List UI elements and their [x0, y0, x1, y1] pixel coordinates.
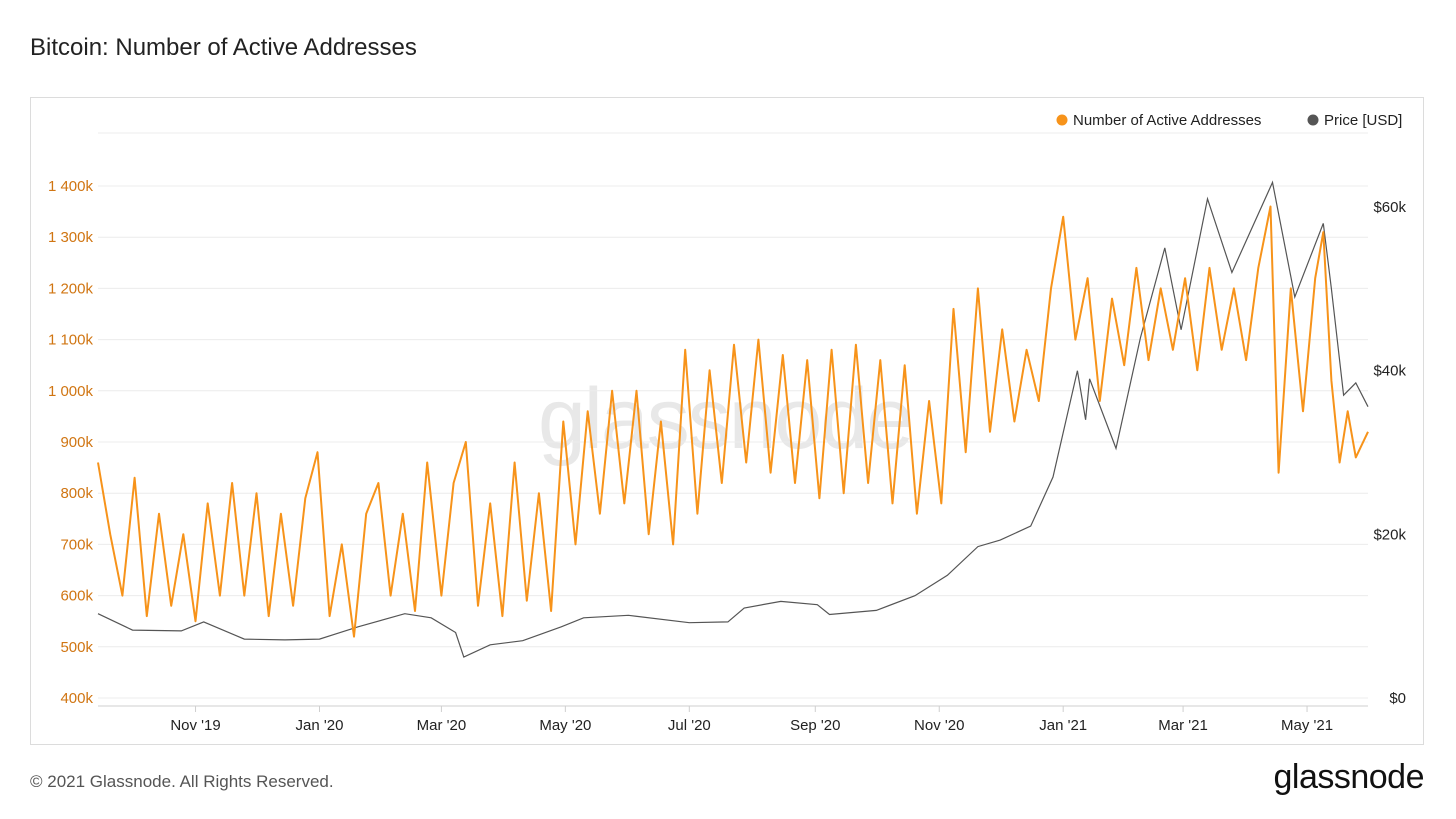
- y-left-tick-label: 1 300k: [48, 229, 94, 246]
- legend-item-price-marker: [1307, 114, 1319, 126]
- right-axis: $0 $20k $40k $60k: [1373, 199, 1406, 707]
- x-tick-label: Nov '20: [914, 717, 964, 734]
- y-left-tick-label: 1 400k: [48, 178, 94, 195]
- y-left-tick-label: 600k: [60, 588, 93, 605]
- left-axis: 400k 500k 600k 700k 800k 900k 1 000k 1 100k 1 20…: [48, 178, 94, 707]
- x-tick-label: Nov '19: [170, 717, 220, 734]
- page-title: Bitcoin: Number of Active Addresses: [30, 34, 417, 61]
- price-series: [97, 180, 1369, 658]
- price-line: [97, 180, 1369, 658]
- y-left-tick-label: 1 100k: [48, 332, 94, 349]
- x-tick-label: May '20: [539, 717, 591, 734]
- y-left-tick-label: 1 000k: [48, 383, 94, 400]
- legend-item-price-label[interactable]: Price [USD]: [1324, 112, 1402, 129]
- active-addresses-series: [97, 205, 1369, 638]
- legend-item-active-addresses-marker: [1056, 114, 1068, 126]
- y-left-tick-label: 900k: [60, 434, 93, 451]
- x-tick-label: Jan '21: [1039, 717, 1087, 734]
- y-left-tick-label: 400k: [60, 690, 93, 707]
- x-axis: Nov '19 Jan '20 Mar '20 May '20 Jul '20 Sep '…: [170, 706, 1333, 734]
- x-tick-label: Mar '21: [1158, 717, 1208, 734]
- y-left-tick-label: 700k: [60, 536, 93, 553]
- y-right-tick-label: $60k: [1373, 199, 1406, 216]
- gridlines: [98, 132, 1368, 707]
- copyright-footer: © 2021 Glassnode. All Rights Reserved.: [30, 772, 334, 791]
- x-tick-label: Mar '20: [417, 717, 467, 734]
- y-left-tick-label: 800k: [60, 485, 93, 502]
- x-tick-label: Jan '20: [296, 717, 344, 734]
- legend-item-active-addresses-label[interactable]: Number of Active Addresses: [1073, 112, 1261, 129]
- y-left-tick-label: 500k: [60, 639, 93, 656]
- x-tick-label: Jul '20: [668, 717, 711, 734]
- x-tick-label: May '21: [1281, 717, 1333, 734]
- y-right-tick-label: $40k: [1373, 363, 1406, 380]
- y-right-tick-label: $0: [1389, 690, 1406, 707]
- active-addresses-line: [97, 205, 1369, 638]
- x-tick-label: Sep '20: [790, 717, 840, 734]
- watermark: glassnode: [538, 371, 912, 467]
- brand-logo: glassnode: [1273, 758, 1424, 796]
- y-right-tick-label: $20k: [1373, 526, 1406, 543]
- y-left-tick-label: 1 200k: [48, 280, 94, 297]
- legend: Number of Active Addresses Price [USD]: [1056, 112, 1402, 129]
